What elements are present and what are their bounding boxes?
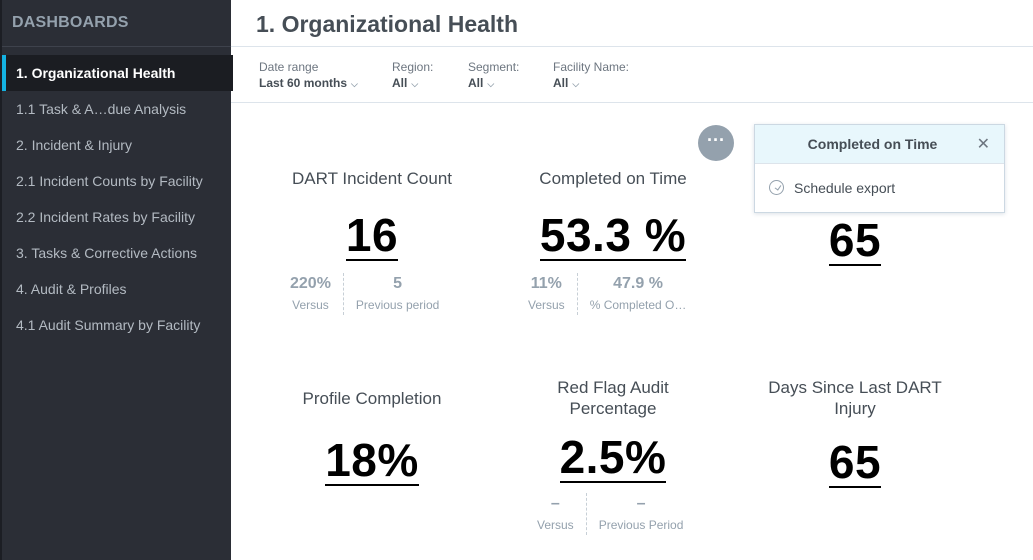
kpi-red-flag-audit: Red Flag Audit Percentage 2.5% [513,377,713,483]
kpi-title: Completed on Time [539,169,687,188]
kpi-days-since-dart: Days Since Last DART Injury 65 [755,377,955,488]
kpi-title-line2: Injury [834,399,876,418]
sidebar-title: DASHBOARDS [12,14,129,31]
kpi-profile-completion: Profile Completion 18% [272,388,472,486]
kpi-completed-compare: 11% Versus 47.9 % % Completed O… [516,273,698,315]
kpi-value[interactable]: 65 [828,436,882,488]
compare-versus: 11% Versus [516,273,577,315]
kpi-title: DART Incident Count [291,169,452,188]
region-label: Region: [392,60,434,74]
sidebar-item-audit-summary[interactable]: 4.1 Audit Summary by Facility [16,317,201,333]
sidebar-item-incident-counts[interactable]: 2.1 Incident Counts by Facility [16,173,203,189]
sidebar-item-tasks-corrective[interactable]: 3. Tasks & Corrective Actions [16,245,198,261]
page-title: 1. Organizational Health [256,11,518,37]
sidebar-nav: 1. Organizational Health 1.1 Task & A…du… [2,55,233,343]
facility-value: All [553,76,569,90]
region-value: All [392,76,408,90]
chevron-down-icon: ⌵ [351,79,358,89]
sidebar-item-incident-injury[interactable]: 2. Incident & Injury [16,137,132,153]
sidebar-item-task-analysis[interactable]: 1.1 Task & A…due Analysis [16,101,187,117]
kpi-title-line2: Percentage [569,399,657,418]
kpi-value[interactable]: 16 [345,209,399,261]
kpi-title-line1: Days Since Last DART [768,378,942,397]
kpi-redflag-compare: – Versus – Previous Period [525,493,695,535]
compare-previous: – Previous Period [585,493,696,535]
chevron-down-icon: ⌵ [572,79,580,89]
compare-value: 220% [290,275,331,292]
sidebar-divider [2,46,233,47]
compare-previous: 47.9 % % Completed O… [576,273,699,315]
segment-label: Segment: [468,60,520,74]
compare-label: Versus [537,518,574,532]
date-range-label: Date range [259,60,319,74]
kpi-completed-on-time: Completed on Time 53.3 % [513,168,713,261]
kpi-value[interactable]: 18% [325,434,419,486]
schedule-export-menu-item[interactable]: Schedule export [769,180,895,196]
compare-previous: 5 Previous period [342,273,451,315]
compare-versus: – Versus [525,493,586,535]
header-divider [231,46,1033,47]
kpi-value[interactable]: 65 [828,214,882,266]
schedule-export-label: Schedule export [794,180,896,196]
popup-title: Completed on Time [807,136,938,152]
sidebar-item-organizational-health[interactable]: 1. Organizational Health [2,55,233,91]
compare-label: Versus [528,298,565,312]
compare-label: % Completed O… [589,298,687,312]
more-options-icon[interactable]: ··· [698,125,734,161]
segment-filter[interactable]: Segment: All ⌵ [468,60,519,90]
sidebar: DASHBOARDS 1. Organizational Health 1.1 … [0,0,233,560]
sidebar-item-audit-profiles[interactable]: 4. Audit & Profiles [16,281,127,297]
compare-label: Previous period [355,298,440,312]
clock-icon [769,180,784,195]
compare-value: – [636,495,646,512]
chevron-down-icon: ⌵ [487,79,495,89]
kpi-dart-incident-count: DART Incident Count 16 [272,168,472,261]
popup-header: Completed on Time ✕ [755,125,1004,164]
date-range-value: Last 60 months [259,76,348,90]
compare-versus: 220% Versus [278,273,343,315]
compare-label: Previous Period [598,518,684,532]
kpi-title-line1: Red Flag Audit [557,378,669,397]
kpi-value[interactable]: 53.3 % [539,209,687,261]
options-popup: Completed on Time ✕ Schedule export [754,124,1005,213]
kpi-dart-compare: 220% Versus 5 Previous period [278,273,451,315]
chevron-down-icon: ⌵ [411,79,419,89]
compare-value: 47.9 % [613,275,663,292]
close-icon[interactable]: ✕ [976,136,990,153]
compare-label: Versus [292,298,329,312]
filter-bar: Date range Last 60 months ⌵ Region: All ⌵ … [231,47,1033,103]
kpi-hidden: 65 [755,216,955,266]
compare-value: 5 [393,275,403,292]
sidebar-item-incident-rates[interactable]: 2.2 Incident Rates by Facility [16,209,195,225]
segment-value: All [468,76,484,90]
region-filter[interactable]: Region: All ⌵ [392,60,433,90]
kpi-value[interactable]: 2.5% [559,431,667,483]
facility-label: Facility Name: [553,60,630,74]
compare-value: 11% [530,275,562,292]
compare-value: – [550,495,560,512]
facility-filter[interactable]: Facility Name: All ⌵ [553,60,629,90]
date-range-filter[interactable]: Date range Last 60 months ⌵ [259,60,358,90]
kpi-title: Profile Completion [302,389,442,408]
